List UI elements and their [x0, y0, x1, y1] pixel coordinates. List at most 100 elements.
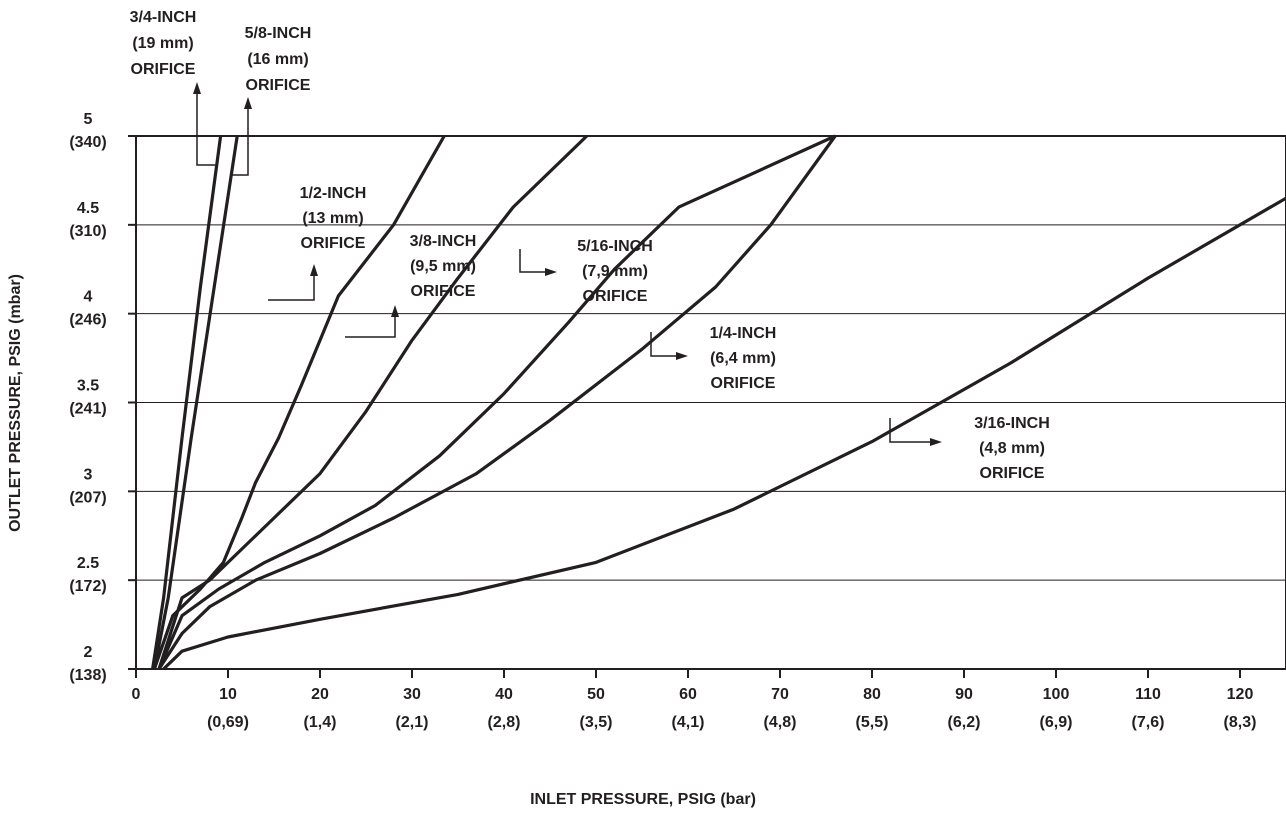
series-line-4	[157, 134, 836, 670]
label-line: ORIFICE	[711, 375, 776, 392]
y-tick-label: 5	[84, 111, 93, 128]
gridlines	[136, 224, 1286, 581]
x-tick-sublabel: (0,69)	[207, 714, 249, 731]
label-line: ORIFICE	[246, 77, 311, 94]
y-tick-label: 3	[84, 466, 93, 483]
label-1-4-inch-orifice: 1/4-INCH (6,4 mm) ORIFICE	[650, 325, 777, 392]
leader-line	[889, 418, 932, 443]
leader-line	[519, 249, 547, 273]
y-tick-sublabel: (340)	[69, 134, 106, 151]
label-line: ORIFICE	[301, 235, 366, 252]
label-line: (7,9 mm)	[582, 263, 648, 280]
y-tick-label: 2	[84, 644, 93, 661]
leader-line	[268, 274, 315, 301]
label-line: 1/2-INCH	[300, 185, 367, 202]
svg-text:3/8-INCH: 3/8-INCH	[410, 233, 477, 250]
y-tick-sublabel: (310)	[69, 223, 106, 240]
svg-text:ORIFICE: ORIFICE	[711, 375, 776, 392]
svg-text:(19 mm): (19 mm)	[132, 35, 193, 52]
y-axis-title: OUTLET PRESSURE, PSIG (mbar)	[7, 274, 24, 532]
label-line: (6,4 mm)	[710, 350, 776, 367]
y-tick-label: 4.5	[77, 200, 99, 217]
x-tick-sublabel: (1,4)	[304, 714, 337, 731]
svg-text:3/4-INCH: 3/4-INCH	[130, 9, 197, 26]
label-3-16-inch-orifice: 3/16-INCH (4,8 mm) ORIFICE	[889, 415, 1050, 482]
y-tick-sublabel: (246)	[69, 312, 106, 329]
svg-text:(7,9 mm): (7,9 mm)	[582, 263, 648, 280]
x-axis-title: INLET PRESSURE, PSIG (bar)	[530, 791, 756, 808]
x-tick-label: 30	[403, 686, 421, 703]
label-line: 3/16-INCH	[974, 415, 1050, 432]
y-tick-label: 3.5	[77, 378, 99, 395]
label-3-4-inch-orifice: 3/4-INCH (19 mm) ORIFICE	[130, 9, 215, 166]
x-tick-sublabel: (7,6)	[1132, 714, 1165, 731]
x-axis-ticks: 0 10 (0,69) 20 (1,4) 30 (2,1) 40 (2,8) 50 (3,5) 60 (…	[132, 669, 1257, 731]
label-line: (19 mm)	[132, 35, 193, 52]
y-tick-label: 2.5	[77, 555, 99, 572]
leader-line	[650, 332, 678, 357]
x-tick-label: 110	[1135, 686, 1161, 703]
x-tick-label: 10	[219, 686, 237, 703]
label-line: ORIFICE	[583, 288, 648, 305]
y-tick-sublabel: (138)	[69, 667, 106, 684]
x-tick-label: 20	[311, 686, 329, 703]
svg-text:1/2-INCH: 1/2-INCH	[300, 185, 367, 202]
arrowhead	[930, 438, 942, 446]
orifice-labels: 3/4-INCH (19 mm) ORIFICE 5/8-INCH (16 mm…	[130, 9, 1050, 482]
arrowhead	[391, 305, 399, 317]
label-line: ORIFICE	[411, 283, 476, 300]
label-line: ORIFICE	[980, 465, 1045, 482]
x-tick-label: 50	[587, 686, 605, 703]
y-axis-ticks: 2 (138) 2.5 (172) 3 (207) 3.5 (241) 4 (246) 4.5 (31…	[69, 111, 136, 684]
x-tick-sublabel: (5,5)	[856, 714, 889, 731]
svg-text:(6,4 mm): (6,4 mm)	[710, 350, 776, 367]
label-line: 3/8-INCH	[410, 233, 477, 250]
label-line: 1/4-INCH	[710, 325, 777, 342]
x-tick-label: 0	[132, 686, 141, 703]
arrowhead	[545, 268, 557, 276]
svg-text:5/16-INCH: 5/16-INCH	[577, 238, 653, 255]
svg-text:(16 mm): (16 mm)	[247, 51, 308, 68]
svg-text:ORIFICE: ORIFICE	[980, 465, 1045, 482]
x-tick-label: 60	[679, 686, 697, 703]
svg-text:(9,5 mm): (9,5 mm)	[410, 258, 476, 275]
label-line: (9,5 mm)	[410, 258, 476, 275]
y-tick-sublabel: (172)	[69, 578, 106, 595]
arrowhead	[244, 97, 252, 109]
label-3-8-inch-orifice: 3/8-INCH (9,5 mm) ORIFICE	[345, 233, 477, 338]
series-line-5	[157, 135, 837, 670]
leader-line	[232, 107, 249, 176]
series-line-2	[152, 135, 446, 670]
y-tick-sublabel: (241)	[69, 401, 106, 418]
x-tick-label: 70	[771, 686, 789, 703]
x-tick-sublabel: (8,3)	[1224, 714, 1257, 731]
svg-text:3/16-INCH: 3/16-INCH	[974, 415, 1050, 432]
svg-text:ORIFICE: ORIFICE	[131, 61, 196, 78]
x-tick-sublabel: (3,5)	[580, 714, 613, 731]
series-line-0	[151, 135, 223, 670]
label-line: 5/8-INCH	[245, 25, 312, 42]
series-line-3	[157, 134, 588, 670]
svg-text:ORIFICE: ORIFICE	[583, 288, 648, 305]
svg-text:ORIFICE: ORIFICE	[301, 235, 366, 252]
svg-text:5/8-INCH: 5/8-INCH	[245, 25, 312, 42]
label-5-8-inch-orifice: 5/8-INCH (16 mm) ORIFICE	[232, 25, 312, 176]
x-tick-sublabel: (4,8)	[764, 714, 797, 731]
x-tick-sublabel: (6,9)	[1040, 714, 1073, 731]
label-line: (13 mm)	[302, 210, 363, 227]
label-1-2-inch-orifice: 1/2-INCH (13 mm) ORIFICE	[268, 185, 367, 301]
arrowhead	[193, 82, 201, 94]
arrowhead	[310, 264, 318, 276]
svg-text:(4,8 mm): (4,8 mm)	[979, 440, 1045, 457]
svg-text:(13 mm): (13 mm)	[302, 210, 363, 227]
svg-text:ORIFICE: ORIFICE	[411, 283, 476, 300]
x-tick-label: 120	[1227, 686, 1254, 703]
label-line: 3/4-INCH	[130, 9, 197, 26]
series-line-6	[162, 196, 1286, 671]
x-tick-label: 90	[955, 686, 973, 703]
label-line: 5/16-INCH	[577, 238, 653, 255]
y-tick-label: 4	[84, 289, 93, 306]
orifice-curves	[151, 134, 1286, 671]
x-tick-sublabel: (6,2)	[948, 714, 981, 731]
